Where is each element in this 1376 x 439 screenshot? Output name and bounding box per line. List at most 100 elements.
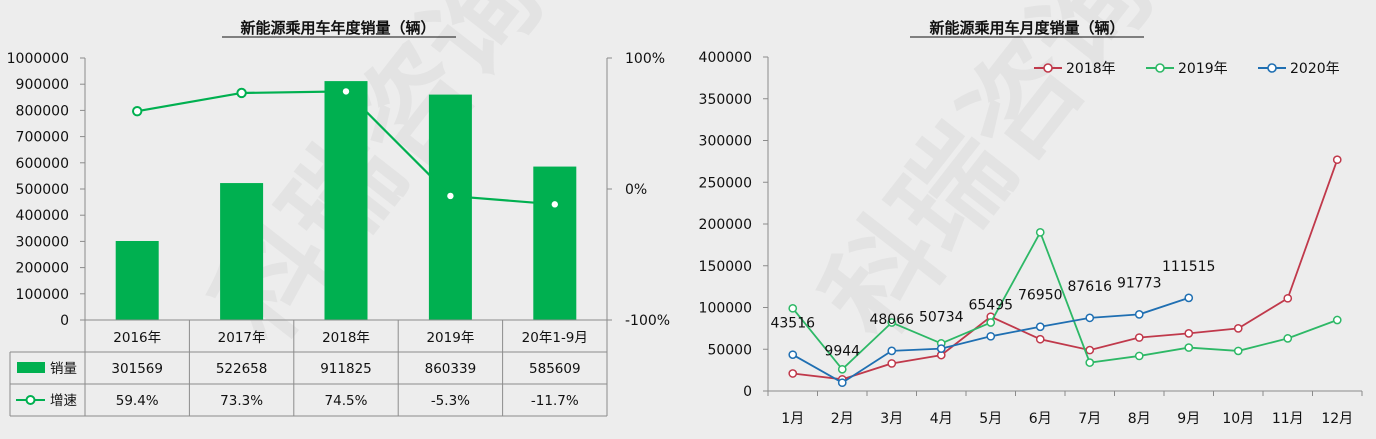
y2-tick-label: 0% — [625, 182, 647, 198]
sales-bar — [428, 94, 472, 320]
series-point — [788, 369, 798, 378]
x-tick-label: 8月 — [1128, 411, 1151, 427]
series-point — [986, 331, 996, 341]
series-point — [788, 350, 798, 360]
y2-tick-label: 100% — [625, 51, 665, 67]
series-point — [837, 364, 847, 374]
series-point — [986, 318, 996, 327]
series-point — [936, 344, 946, 353]
x-tick-label: 2017年 — [218, 330, 266, 346]
sales-bar — [324, 81, 368, 320]
series-point — [1134, 333, 1144, 342]
y-tick-label: 1000000 — [7, 51, 69, 67]
series-point — [1233, 324, 1243, 333]
table-value: 73.3% — [220, 393, 263, 409]
legend-label: 增速 — [50, 393, 77, 409]
chart-title: 新能源乘用车月度销量（辆） — [929, 19, 1124, 37]
series-point — [887, 359, 897, 368]
table-value: 522658 — [216, 361, 268, 377]
x-tick-label: 1月 — [781, 411, 804, 427]
x-tick-label: 2月 — [831, 411, 854, 427]
x-tick-label: 11月 — [1272, 411, 1304, 427]
table-value: -5.3% — [431, 393, 470, 409]
series-point — [1233, 346, 1243, 356]
data-label: 43516 — [770, 316, 815, 332]
data-label: 9944 — [824, 344, 860, 360]
sales-bar — [115, 240, 159, 320]
chart-title: 新能源乘用车年度销量（辆） — [240, 19, 435, 37]
series-point — [1332, 315, 1342, 325]
series-point — [1332, 155, 1342, 165]
series-point — [788, 303, 798, 313]
y-tick-label: 400000 — [699, 50, 752, 66]
series-point — [1035, 334, 1045, 344]
data-label: 87616 — [1067, 279, 1112, 295]
data-label: 48066 — [869, 312, 914, 328]
series-line-2019年 — [792, 230, 1338, 371]
sales-bar — [220, 183, 264, 320]
growth-point — [340, 86, 352, 97]
legend-key-marker — [25, 395, 36, 405]
series-line-2018年 — [792, 159, 1339, 381]
table-value: 585609 — [529, 361, 581, 377]
legend-key-marker — [1155, 63, 1165, 73]
y-tick-label: 200000 — [699, 217, 752, 233]
series-point — [887, 318, 897, 327]
legend-label: 销量 — [50, 361, 77, 377]
y-tick-label: 0 — [60, 313, 69, 329]
x-tick-label: 3月 — [880, 411, 903, 427]
y2-tick-label: -100% — [625, 313, 670, 329]
x-tick-label: 20年1-9月 — [522, 330, 588, 346]
growth-point — [236, 87, 247, 99]
x-tick-label: 6月 — [1029, 411, 1052, 427]
x-tick-label: 5月 — [979, 411, 1002, 427]
sales-bar — [533, 166, 577, 320]
x-tick-label: 4月 — [930, 411, 953, 427]
series-point — [1134, 351, 1144, 361]
table-value: -11.7% — [531, 393, 579, 409]
x-tick-label: 12月 — [1321, 411, 1353, 427]
data-label: 50734 — [919, 310, 964, 326]
y-tick-label: 700000 — [16, 130, 69, 146]
growth-point — [132, 105, 143, 117]
y-tick-label: 300000 — [699, 134, 752, 150]
legend-key-marker — [1267, 63, 1277, 73]
y-tick-label: 250000 — [699, 175, 752, 191]
y-tick-label: 200000 — [16, 261, 69, 277]
series-point — [1035, 228, 1045, 237]
y-tick-label: 150000 — [699, 259, 752, 275]
y-tick-label: 400000 — [16, 208, 69, 224]
y-tick-label: 0 — [743, 384, 752, 400]
x-tick-label: 9月 — [1177, 411, 1200, 427]
table-value: 59.4% — [116, 393, 159, 409]
annual-sales-chart: 新能源乘用车年度销量（辆）100000090000080000070000060… — [7, 19, 670, 417]
series-point — [1184, 293, 1194, 303]
data-label: 111515 — [1162, 259, 1215, 275]
series-point — [1184, 329, 1194, 338]
table-value: 74.5% — [325, 393, 368, 409]
table-value: 911825 — [320, 361, 372, 377]
y-tick-label: 300000 — [16, 234, 69, 250]
x-tick-label: 7月 — [1078, 411, 1101, 427]
series-point — [837, 378, 847, 388]
monthly-sales-chart: 新能源乘用车月度销量（辆） 400000 350000 300000 250000 200… — [699, 19, 1363, 427]
y-tick-label: 350000 — [699, 92, 752, 108]
series-point — [887, 346, 897, 356]
x-tick-label: 2019年 — [426, 330, 474, 346]
y-tick-label: 100000 — [16, 287, 69, 303]
y-tick-label: 800000 — [16, 103, 69, 119]
series-point — [1035, 322, 1045, 332]
data-label: 65495 — [968, 297, 1013, 313]
table-value: 301569 — [111, 361, 163, 377]
y-tick-label: 50000 — [707, 342, 752, 358]
legend-label: 2020年 — [1290, 61, 1340, 77]
series-point — [1085, 313, 1095, 323]
data-label: 76950 — [1018, 288, 1063, 304]
series-point — [1085, 345, 1095, 355]
series-point — [1134, 310, 1144, 319]
x-tick-label: 2018年 — [322, 330, 370, 346]
legend-label: 2018年 — [1066, 61, 1116, 77]
series-point — [1283, 334, 1293, 343]
series-point — [1184, 343, 1194, 352]
